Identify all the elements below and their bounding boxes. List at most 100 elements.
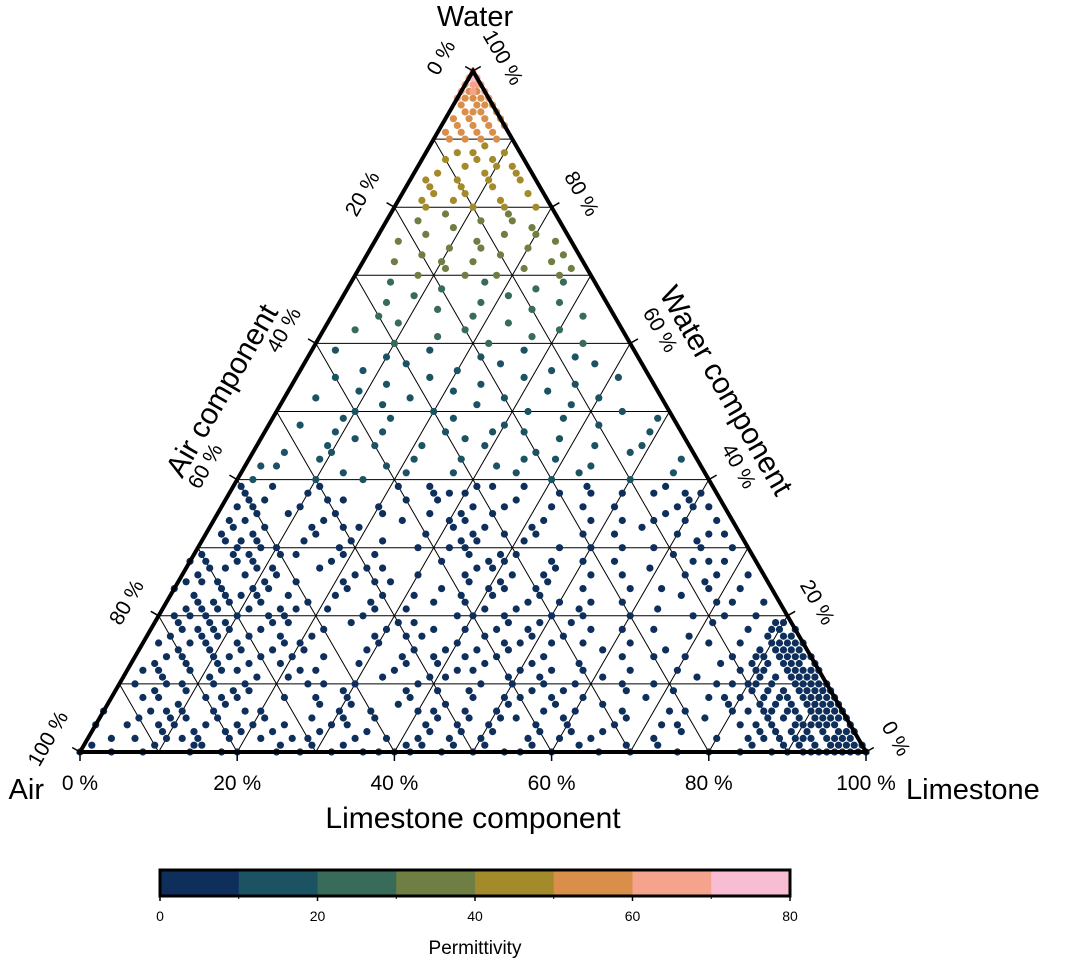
data-point — [221, 591, 229, 600]
tick-label-limestone: 100 % — [836, 772, 896, 795]
data-point — [638, 523, 646, 531]
data-point — [316, 564, 324, 572]
data-point — [579, 585, 587, 593]
data-point — [351, 435, 359, 443]
data-point — [622, 714, 630, 722]
data-point — [170, 612, 178, 620]
colorbar-tick-label: 60 — [625, 908, 641, 924]
data-point — [489, 128, 497, 136]
data-point — [426, 482, 434, 490]
data-point — [253, 673, 261, 681]
data-point — [225, 598, 233, 606]
data-point — [414, 680, 422, 688]
data-point — [280, 721, 288, 729]
data-point — [599, 673, 607, 681]
data-point — [512, 605, 520, 613]
tick-label-limestone: 0 % — [62, 772, 98, 795]
data-point — [426, 509, 434, 518]
data-point — [461, 516, 469, 525]
data-point — [414, 544, 422, 552]
data-point — [795, 659, 803, 668]
data-point — [382, 298, 391, 307]
data-point — [744, 571, 752, 579]
data-point — [339, 687, 347, 695]
data-point — [202, 639, 210, 647]
data-point — [827, 741, 835, 749]
data-point — [316, 728, 324, 736]
data-point — [701, 714, 709, 722]
tick-label-air: 100 % — [24, 707, 74, 770]
data-point — [760, 653, 768, 661]
data-point — [445, 244, 453, 252]
data-point — [575, 469, 583, 477]
data-point — [717, 659, 725, 668]
data-point — [241, 680, 249, 688]
data-point — [595, 421, 603, 429]
data-point — [261, 578, 269, 586]
data-point — [237, 537, 245, 545]
data-point — [779, 741, 788, 749]
data-point — [166, 632, 174, 640]
data-point — [324, 442, 332, 450]
data-point — [402, 632, 410, 640]
data-point — [677, 728, 685, 736]
data-point — [587, 489, 595, 497]
data-point — [445, 734, 453, 743]
data-point — [662, 482, 670, 490]
data-point — [402, 659, 410, 668]
data-point — [555, 734, 564, 743]
data-point — [241, 516, 249, 525]
data-point — [775, 653, 784, 661]
data-point — [453, 639, 461, 647]
data-point — [819, 728, 827, 736]
data-point — [610, 721, 619, 729]
data-point — [414, 707, 422, 715]
data-point — [312, 476, 320, 484]
colorbar-segments — [160, 870, 791, 896]
data-point — [842, 741, 851, 749]
data-point — [528, 632, 536, 640]
data-point — [166, 714, 174, 722]
data-point — [772, 646, 780, 654]
data-point — [791, 680, 799, 688]
data-point — [351, 571, 359, 579]
data-point — [500, 557, 508, 565]
data-point — [587, 516, 595, 525]
data-point — [312, 693, 320, 702]
data-point — [221, 700, 229, 708]
data-point — [320, 653, 328, 661]
data-point — [382, 734, 391, 743]
data-point — [339, 741, 347, 749]
data-point — [823, 721, 831, 729]
data-point — [654, 414, 662, 422]
data-point — [473, 537, 481, 545]
data-point — [214, 714, 222, 722]
data-point — [414, 734, 422, 743]
data-point — [434, 687, 442, 695]
data-point — [430, 625, 438, 634]
data-point — [123, 721, 131, 729]
data-point — [445, 135, 453, 143]
colorbar-tick-label: 40 — [467, 908, 483, 924]
data-point — [811, 700, 819, 708]
data-point — [418, 442, 426, 450]
data-point — [528, 305, 536, 313]
data-point — [233, 557, 241, 565]
colorbar: 0 20 40 60 80 Permittivity — [156, 868, 798, 959]
data-point — [269, 646, 277, 654]
data-point — [422, 230, 430, 238]
data-point — [276, 659, 284, 668]
data-point — [210, 625, 218, 634]
data-point — [756, 700, 764, 708]
data-point — [233, 612, 241, 620]
data-point — [756, 673, 764, 681]
data-point — [481, 523, 489, 531]
data-point — [787, 646, 795, 654]
data-point — [618, 571, 626, 579]
data-point — [202, 612, 210, 620]
data-point — [339, 550, 347, 559]
data-point — [473, 155, 481, 164]
data-point — [206, 646, 214, 654]
tick-label-air: 0 % — [422, 36, 460, 79]
